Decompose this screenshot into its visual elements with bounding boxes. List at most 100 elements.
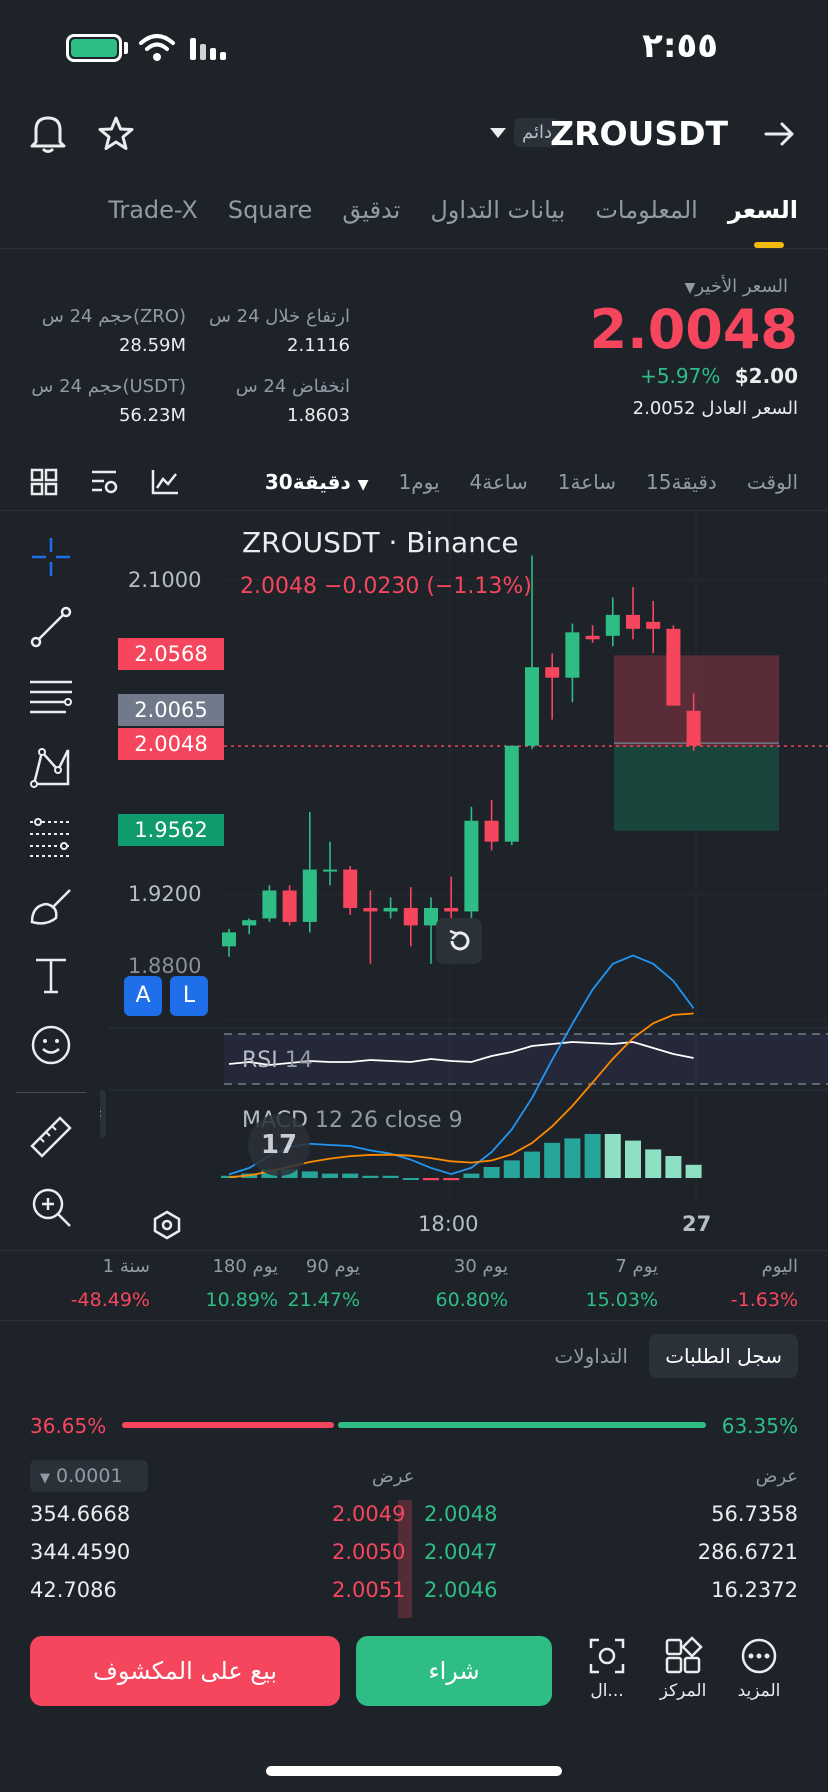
tab-audit[interactable]: تدقيق [342,196,401,224]
arrow-right-icon[interactable] [762,118,798,150]
candle [585,625,600,643]
candle-body [222,932,236,947]
fib-icon[interactable] [28,814,74,860]
bid-column-header: عرض [755,1466,798,1487]
bell-icon[interactable] [28,112,68,154]
performance-label: 30 يوم [453,1256,508,1277]
ask-price[interactable]: 2.0050 [332,1540,406,1564]
candle [222,928,236,957]
candle-body [686,710,701,746]
chevron-down-icon[interactable] [488,126,508,140]
horizontal-lines-icon[interactable] [28,674,74,720]
pattern-icon[interactable] [28,744,74,790]
ruler-icon[interactable] [28,1114,74,1160]
trendline-icon[interactable] [28,604,74,650]
tab-trade-x[interactable]: Trade-X [108,196,198,224]
macd-bar [564,1138,581,1178]
performance-value: 60.80% [435,1289,508,1311]
chart-ohlc: 2.0048 −0.0230 (−1.13%) [240,574,532,599]
indicators-icon[interactable] [150,468,180,496]
performance-value: -1.63% [730,1289,798,1311]
candle [242,918,257,935]
more-button[interactable]: المزيد [724,1636,794,1701]
last-price-label[interactable]: ▼السعر الأخير [684,276,788,297]
macd-bar [483,1167,500,1178]
precision-select[interactable]: ▼ 0.0001 [30,1460,148,1492]
x-axis-label: 27 [682,1212,712,1236]
tab-info[interactable]: المعلومات [595,196,698,224]
timeframe-15m[interactable]: 15دقيقة [646,470,717,494]
timeframe-4h[interactable]: 4ساعة [469,470,528,494]
tab-order-book[interactable]: سجل الطلبات [649,1334,798,1378]
symbol-title[interactable]: ZROUSDT [550,114,728,153]
candle-body [343,869,358,908]
bid-quantity[interactable]: 56.7358 [711,1502,798,1526]
brush-icon[interactable] [28,884,74,930]
tab-price[interactable]: السعر [727,196,798,224]
candle [262,885,277,922]
candle-body [605,614,620,636]
price-tag-grey: 2.0065 [118,694,224,726]
buy-button[interactable]: شراء [356,1636,552,1706]
fair-price-line: السعر العادل 2.0052 [633,398,798,419]
tab-trades[interactable]: التداولات [554,1344,628,1368]
zoom-in-icon[interactable] [28,1184,74,1230]
hexagon-settings-icon[interactable] [152,1210,182,1240]
price-chart[interactable] [0,510,828,1250]
emoji-icon[interactable] [28,1022,74,1068]
bid-quantity[interactable]: 16.2372 [711,1578,798,1602]
stat-low: انخفاض 24 س 1.8603 [235,376,350,426]
tab-trading-data[interactable]: بيانات التداول [430,196,566,224]
perpetual-badge: دائم [513,118,560,147]
divider [0,1320,828,1321]
scan-icon [589,1638,625,1674]
timeframe-1d[interactable]: 1يوم [398,470,440,494]
signal-icon [190,38,226,60]
l-button[interactable]: L [170,976,208,1016]
sell-short-button[interactable]: بيع على المكشوف [30,1636,340,1706]
price-tag-green: 1.9562 [118,814,224,846]
ask-quantity[interactable]: 354.6668 [30,1502,131,1526]
ask-quantity[interactable]: 344.4590 [30,1540,131,1564]
reset-chart-button[interactable] [436,918,482,964]
candle [444,876,459,919]
candle-body [282,890,297,922]
candle [323,841,337,886]
scan-button[interactable]: ال... [572,1636,642,1701]
bid-price[interactable]: 2.0047 [424,1540,498,1564]
candle [343,866,358,915]
crosshair-icon[interactable] [28,534,74,580]
ask-price[interactable]: 2.0049 [332,1502,406,1526]
text-tool-icon[interactable] [28,952,74,998]
macd-bar [463,1173,480,1178]
timeframe-30m-selected[interactable]: 30دقيقة ▼ [264,470,369,494]
tab-square[interactable]: Square [227,196,313,224]
center-button[interactable]: المركز [648,1636,718,1701]
signal-line [228,1012,694,1179]
price-tag-red-top: 2.0568 [118,638,224,670]
tradingview-logo: 17 [248,1114,310,1176]
ask-price[interactable]: 2.0051 [332,1578,406,1602]
stat-high: ارتفاع خلال 24 س 2.1116 [208,306,350,356]
candle [686,693,701,751]
macd-bar [402,1178,419,1180]
macd-bar [524,1151,540,1178]
ask-quantity[interactable]: 42.7086 [30,1578,117,1602]
macd-bar [301,1171,318,1178]
divider [0,248,828,249]
bid-price[interactable]: 2.0048 [424,1502,498,1526]
star-icon[interactable] [96,114,136,154]
grid-layout-icon[interactable] [30,468,58,496]
timeframe-bar: الوقت 15دقيقة 1ساعة 4ساعة 1يوم 30دقيقة ▼ [265,470,798,494]
chart-settings-icon[interactable] [90,468,120,496]
bid-price[interactable]: 2.0046 [424,1578,498,1602]
sell-ratio-bar [122,1422,334,1428]
bid-quantity[interactable]: 286.6721 [697,1540,798,1564]
a-button[interactable]: A [124,976,162,1016]
macd-bar [604,1134,621,1178]
timeframe-1h[interactable]: 1ساعة [557,470,617,494]
candle-body [444,907,459,912]
toolbar-divider [16,1092,86,1093]
candle [626,586,640,640]
candle-body [383,907,398,912]
